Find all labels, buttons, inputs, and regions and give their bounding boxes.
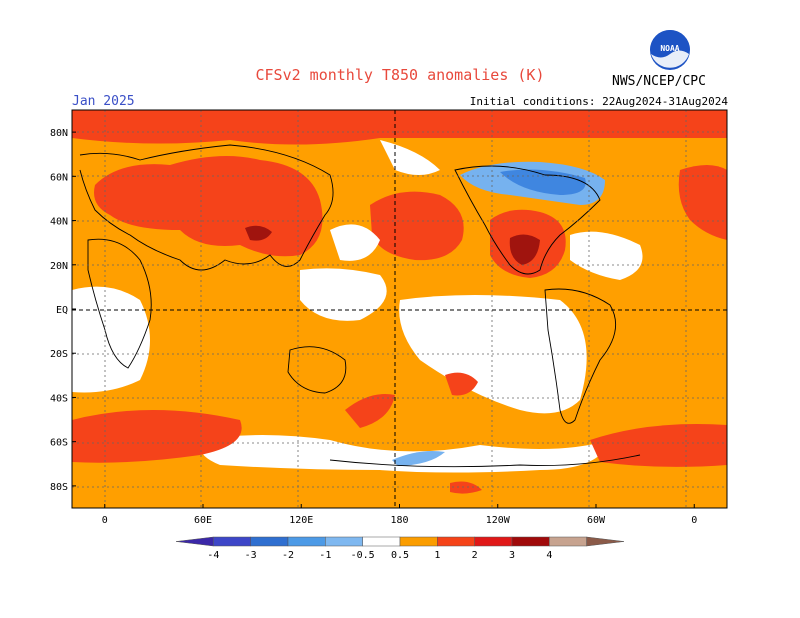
- valid-month-label: Jan 2025: [72, 94, 135, 109]
- colorbar-label: 1: [434, 550, 440, 561]
- colorbar-swatch: [325, 536, 363, 547]
- lon-tick-label: 60W: [587, 515, 606, 526]
- colorbar-swatch: [175, 536, 214, 547]
- colorbar-label: -2: [282, 550, 294, 561]
- lat-tick-label: 40N: [50, 217, 68, 228]
- longitude-labels: 0 60E 120E 180 120W 60W 0: [102, 504, 697, 526]
- lat-tick-label: 20S: [50, 349, 68, 360]
- lat-tick-label: 40S: [50, 393, 68, 404]
- southern-ocean-warm-east: [590, 424, 727, 467]
- colorbar-swatch: [250, 536, 289, 547]
- north-pacific-warm: [370, 191, 464, 261]
- agency-label: NWS/NCEP/CPC: [612, 74, 706, 89]
- lon-tick-label: 0: [691, 515, 697, 526]
- south-pacific-cool-patch: [392, 451, 445, 466]
- colorbar-label: 2: [472, 550, 478, 561]
- us-strong-warm: [509, 234, 540, 265]
- lon-tick-label: 0: [102, 515, 108, 526]
- lon-tick-label: 60E: [194, 515, 212, 526]
- latitude-labels: 80N 60N 40N 20N EQ 20S 40S 60S 80S: [50, 128, 76, 493]
- map-title: CFSv2 monthly T850 anomalies (K): [255, 66, 545, 84]
- colorbar-label: -0.5: [351, 550, 375, 561]
- lat-tick-label: 80N: [50, 128, 68, 139]
- colorbar-swatch: [437, 536, 475, 547]
- colorbar-label: 0.5: [391, 550, 409, 561]
- lon-tick-label: 120W: [486, 515, 511, 526]
- lon-tick-label: 120E: [289, 515, 313, 526]
- colorbar-label: 3: [509, 550, 515, 561]
- colorbar-label: -1: [319, 550, 331, 561]
- colorbar-swatch: [549, 536, 587, 547]
- colorbar-label: 4: [546, 550, 552, 561]
- colorbar-swatch: [586, 536, 625, 547]
- asia-strong-warm: [245, 225, 272, 241]
- colorbar-swatch: [511, 536, 550, 547]
- colorbar-swatch: [474, 536, 513, 547]
- lat-tick-label: 60N: [50, 172, 68, 183]
- colorbar-swatch: [213, 536, 251, 547]
- lat-tick-label: 80S: [50, 482, 68, 493]
- southern-ocean-warm-west: [72, 410, 242, 463]
- noaa-logo-text: NOAA: [660, 44, 679, 53]
- lat-tick-label: EQ: [56, 305, 68, 316]
- map-field: [72, 110, 727, 508]
- colorbar-label: -3: [245, 550, 257, 561]
- noaa-logo-icon: NOAA: [650, 30, 690, 70]
- initial-conditions-label: Initial conditions: 22Aug2024-31Aug2024: [469, 95, 728, 108]
- colorbar-swatch: [287, 536, 326, 547]
- coastlines: [79, 144, 641, 468]
- colorbar-swatch: [362, 536, 401, 547]
- colorbar-swatch: [399, 536, 438, 547]
- lon-tick-label: 180: [390, 515, 408, 526]
- colorbar-label: -4: [207, 550, 219, 561]
- colorbar: -4 -3 -2 -1 -0.5 0.5 1 2 3 4: [175, 536, 625, 561]
- lat-tick-label: 60S: [50, 438, 68, 449]
- graticule: [72, 110, 727, 508]
- lat-tick-label: 20N: [50, 261, 68, 272]
